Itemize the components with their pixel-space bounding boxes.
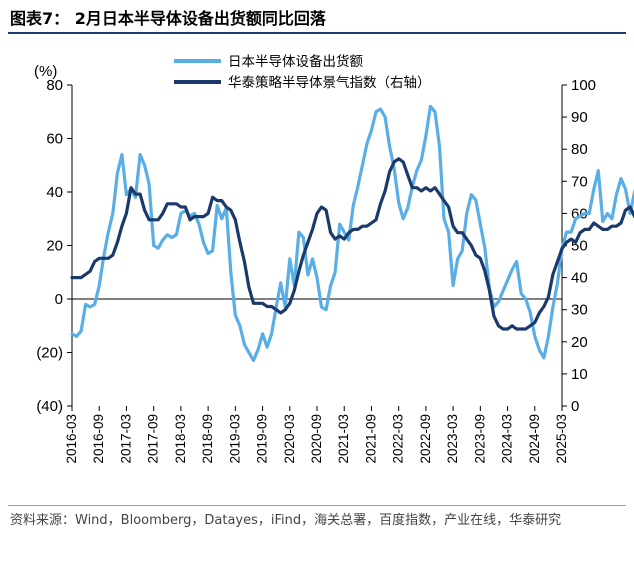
right-tick-label: 10 [571, 366, 588, 383]
x-tick-label: 2021-09 [363, 414, 378, 464]
x-tick-label: 2020-09 [309, 414, 324, 464]
left-tick-label: 60 [46, 131, 63, 148]
x-tick-label: 2019-03 [227, 414, 242, 464]
x-tick-label: 2022-09 [418, 414, 433, 464]
legend-label-index: 华泰策略半导体景气指数（右轴） [228, 74, 431, 91]
right-tick-label: 80 [571, 141, 588, 158]
x-tick-label: 2019-09 [255, 414, 270, 464]
x-tick-label: 2016-03 [64, 414, 79, 464]
footer-rule [8, 505, 626, 506]
x-tick-label: 2018-09 [200, 414, 215, 464]
right-tick-label: 100 [571, 77, 596, 94]
left-axis-unit: (%) [34, 63, 57, 80]
left-tick-label: 40 [46, 184, 63, 201]
right-tick-label: 20 [571, 334, 588, 351]
left-tick-label: 80 [46, 77, 63, 94]
x-tick-label: 2021-03 [336, 414, 351, 464]
right-tick-label: 90 [571, 109, 588, 126]
left-tick-label: 0 [55, 291, 63, 308]
right-tick-label: 0 [571, 398, 579, 415]
x-tick-label: 2016-09 [91, 414, 106, 464]
x-tick-label: 2023-09 [472, 414, 487, 464]
series-line-semiconductor-index [70, 157, 634, 331]
x-tick-label: 2017-09 [146, 414, 161, 464]
x-tick-label: 2017-03 [118, 414, 133, 464]
right-tick-label: 30 [571, 302, 588, 319]
chart-svg: (%) 日本半导体设备出货额 华泰策略半导体景气指数（右轴） 80 60 40 20 0… [34, 53, 634, 464]
left-tick-label: (40) [36, 398, 63, 415]
left-axis-ticks: 80 60 40 20 0 (20) (40) [36, 77, 72, 415]
left-tick-label: 20 [46, 238, 63, 255]
title-rule [8, 32, 626, 34]
series-line-japan-shipments [70, 104, 634, 363]
right-tick-label: 40 [571, 270, 588, 287]
x-tick-label: 2023-03 [445, 414, 460, 464]
right-tick-label: 70 [571, 173, 588, 190]
left-tick-label: (20) [36, 345, 63, 362]
x-tick-label: 2022-03 [391, 414, 406, 464]
x-tick-label: 2025-03 [554, 414, 569, 464]
x-axis-ticks: 2016-03 2016-09 2017-03 2017-09 2018-03 2018-… [64, 406, 569, 464]
x-tick-label: 2024-03 [500, 414, 515, 464]
series-lines [70, 104, 634, 363]
x-tick-label: 2020-03 [282, 414, 297, 464]
source-note: 资料来源：Wind，Bloomberg，Datayes，iFind，海关总署，百… [10, 513, 562, 528]
legend-label-japan: 日本半导体设备出货额 [228, 53, 363, 70]
x-tick-label: 2018-03 [173, 414, 188, 464]
chart-title: 图表7： 2月日本半导体设备出货额同比回落 [10, 9, 326, 28]
x-tick-label: 2024-09 [527, 414, 542, 464]
